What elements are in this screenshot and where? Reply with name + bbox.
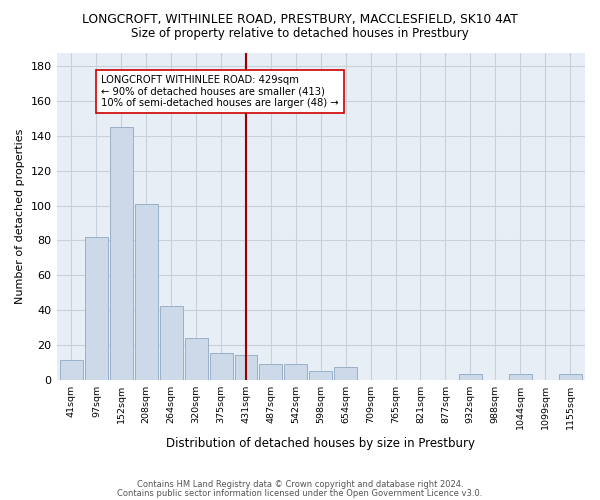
Text: Contains public sector information licensed under the Open Government Licence v3: Contains public sector information licen… — [118, 488, 482, 498]
Bar — [559, 374, 581, 380]
Bar — [259, 364, 283, 380]
Bar — [459, 374, 482, 380]
Text: LONGCROFT, WITHINLEE ROAD, PRESTBURY, MACCLESFIELD, SK10 4AT: LONGCROFT, WITHINLEE ROAD, PRESTBURY, MA… — [82, 12, 518, 26]
Bar — [60, 360, 83, 380]
Bar — [85, 237, 108, 380]
Y-axis label: Number of detached properties: Number of detached properties — [15, 128, 25, 304]
Bar — [235, 355, 257, 380]
Bar — [310, 371, 332, 380]
Text: LONGCROFT WITHINLEE ROAD: 429sqm
← 90% of detached houses are smaller (413)
10% : LONGCROFT WITHINLEE ROAD: 429sqm ← 90% o… — [101, 75, 339, 108]
Bar — [110, 128, 133, 380]
Bar — [135, 204, 158, 380]
Bar — [284, 364, 307, 380]
Bar — [160, 306, 182, 380]
Bar — [209, 354, 233, 380]
Bar — [334, 368, 357, 380]
Bar — [185, 338, 208, 380]
Text: Size of property relative to detached houses in Prestbury: Size of property relative to detached ho… — [131, 28, 469, 40]
Bar — [509, 374, 532, 380]
X-axis label: Distribution of detached houses by size in Prestbury: Distribution of detached houses by size … — [166, 437, 475, 450]
Text: Contains HM Land Registry data © Crown copyright and database right 2024.: Contains HM Land Registry data © Crown c… — [137, 480, 463, 489]
